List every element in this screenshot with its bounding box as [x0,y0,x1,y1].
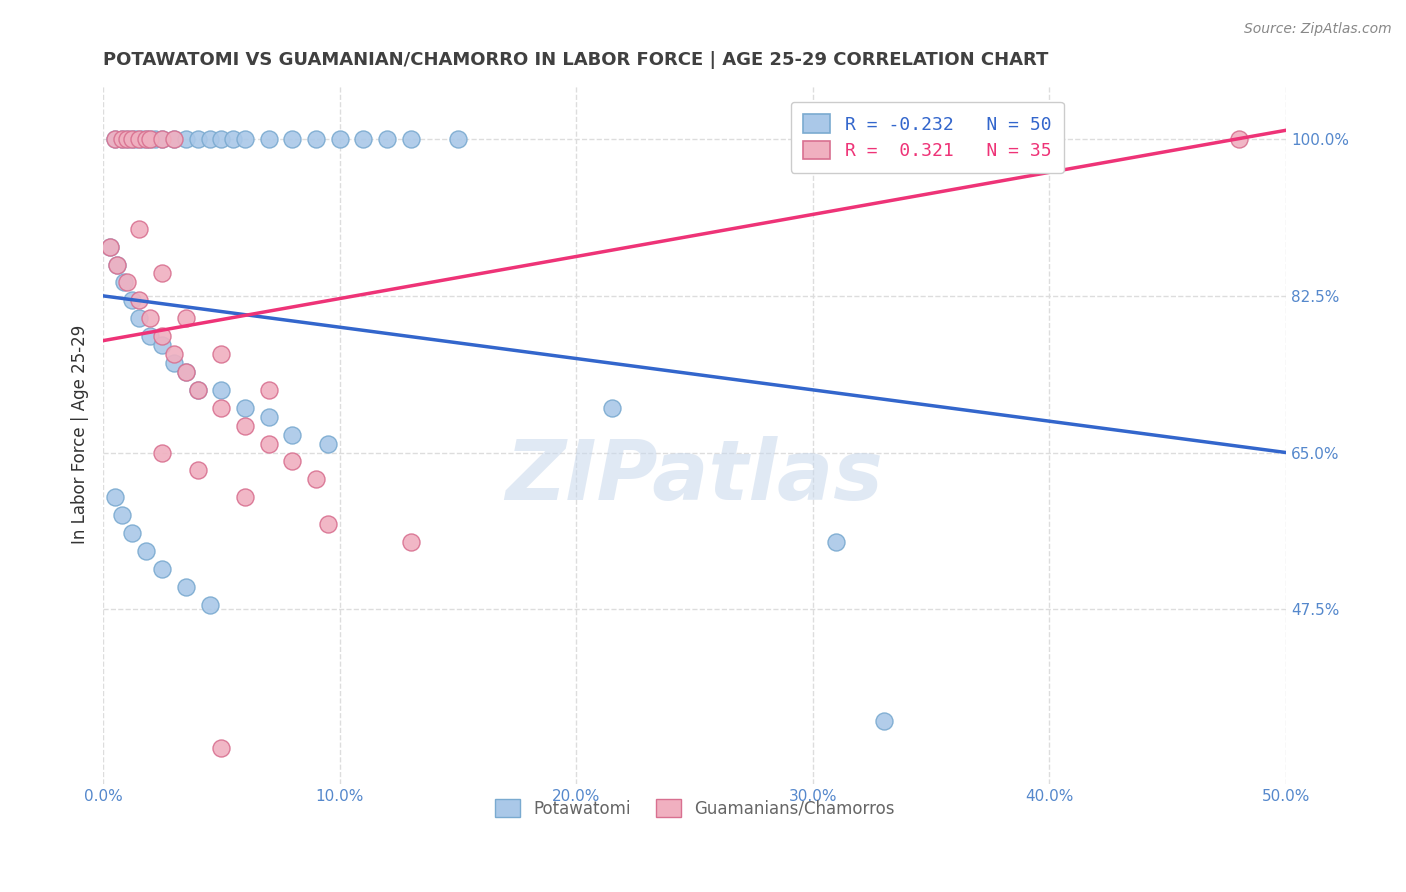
Point [305,132,328,146]
Point [135,132,157,146]
Point [352,132,374,146]
Point [111,132,134,146]
Point [257,383,280,397]
Point [139,132,162,146]
Point [281,454,304,468]
Point [121,526,143,541]
Point [115,132,138,146]
Point [105,258,128,272]
Point [257,409,280,424]
Point [187,463,209,477]
Point [163,132,186,146]
Point [105,258,128,272]
Text: ZIPatlas: ZIPatlas [506,436,883,517]
Text: POTAWATOMI VS GUAMANIAN/CHAMORRO IN LABOR FORCE | AGE 25-29 CORRELATION CHART: POTAWATOMI VS GUAMANIAN/CHAMORRO IN LABO… [103,51,1049,69]
Point [111,508,134,523]
Point [174,365,197,379]
Point [187,132,209,146]
Point [104,132,127,146]
Point [150,267,173,281]
Point [209,401,232,415]
Point [128,311,150,326]
Point [233,418,256,433]
Point [209,740,232,755]
Point [128,221,150,235]
Point [125,132,148,146]
Point [163,356,186,370]
Point [98,240,121,254]
Point [111,132,134,146]
Point [187,383,209,397]
Point [139,311,162,326]
Legend: Potawatomi, Guamanians/Chamorros: Potawatomi, Guamanians/Chamorros [488,793,901,824]
Point [150,445,173,459]
Point [129,132,152,146]
Point [150,132,173,146]
Point [121,132,143,146]
Point [128,293,150,308]
Point [121,132,143,146]
Point [139,132,162,146]
Point [115,132,138,146]
Point [873,714,896,728]
Point [1227,132,1250,146]
Point [150,338,173,352]
Point [305,472,328,486]
Point [174,311,197,326]
Point [104,490,127,504]
Point [143,132,166,146]
Point [98,240,121,254]
Point [447,132,470,146]
Point [150,329,173,343]
Point [399,535,422,549]
Point [174,365,197,379]
Point [163,132,186,146]
Point [233,490,256,504]
Point [257,436,280,450]
Point [112,276,135,290]
Point [174,580,197,594]
Point [135,544,157,558]
Point [150,562,173,576]
Point [600,401,623,415]
Point [222,132,245,146]
Point [209,347,232,361]
Point [233,132,256,146]
Text: Source: ZipAtlas.com: Source: ZipAtlas.com [1244,22,1392,37]
Point [281,132,304,146]
Point [316,517,339,532]
Point [329,132,352,146]
Point [104,132,127,146]
Point [825,535,848,549]
Point [187,383,209,397]
Point [316,436,339,450]
Point [128,132,150,146]
Point [209,132,232,146]
Y-axis label: In Labor Force | Age 25-29: In Labor Force | Age 25-29 [72,325,89,544]
Point [399,132,422,146]
Point [198,132,221,146]
Point [174,132,197,146]
Point [115,276,138,290]
Point [163,347,186,361]
Point [135,132,157,146]
Point [150,132,173,146]
Point [233,401,256,415]
Point [121,293,143,308]
Point [281,427,304,442]
Point [198,598,221,612]
Point [209,383,232,397]
Point [257,132,280,146]
Point [139,329,162,343]
Point [375,132,398,146]
